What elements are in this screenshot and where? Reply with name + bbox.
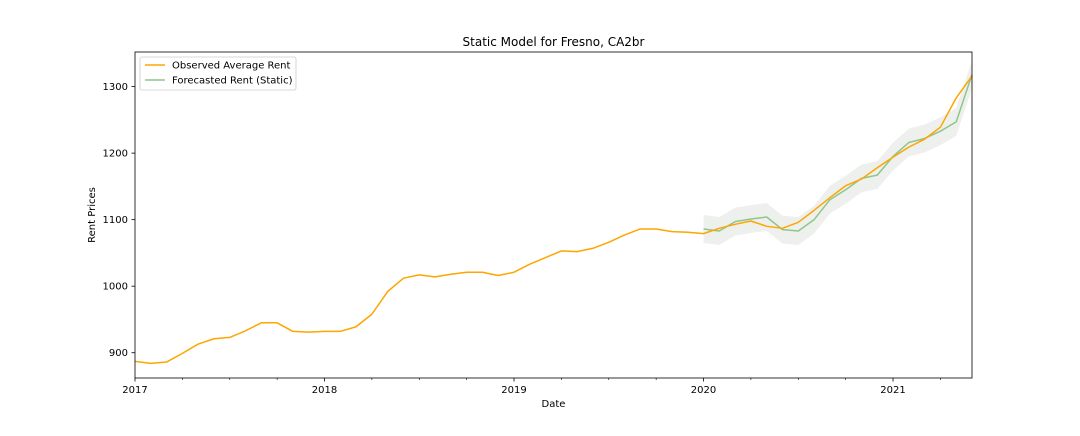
y-axis: 900 1000 1100 1200 1300 bbox=[103, 82, 135, 359]
x-tick-label: 2020 bbox=[691, 385, 716, 396]
x-tick-label: 2018 bbox=[312, 385, 337, 396]
legend-label-forecast: Forecasted Rent (Static) bbox=[172, 76, 293, 87]
y-tick-label: 1200 bbox=[103, 149, 128, 160]
y-axis-label: Rent Prices bbox=[87, 187, 98, 243]
plot-frame bbox=[134, 51, 973, 379]
y-tick-label: 900 bbox=[109, 348, 128, 359]
y-tick-label: 1300 bbox=[103, 82, 128, 93]
x-tick-label: 2019 bbox=[501, 385, 526, 396]
x-axis: 2017 2018 2019 2020 2021 bbox=[122, 378, 941, 396]
chart-title: Static Model for Fresno, CA2br bbox=[463, 35, 645, 49]
confidence-band bbox=[703, 60, 972, 245]
series-line-observed bbox=[134, 75, 973, 365]
confidence-band-layer bbox=[703, 60, 972, 245]
legend-box bbox=[139, 56, 297, 91]
y-tick-label: 1100 bbox=[103, 215, 128, 226]
x-tick-label: 2017 bbox=[122, 385, 147, 396]
legend-label-observed: Observed Average Rent bbox=[172, 61, 291, 72]
y-tick-label: 1000 bbox=[103, 282, 128, 293]
plot-area bbox=[135, 52, 972, 378]
legend: Observed Average Rent Forecasted Rent (S… bbox=[139, 56, 297, 91]
x-axis-label: Date bbox=[542, 399, 566, 410]
x-tick-label: 2021 bbox=[880, 385, 905, 396]
series-layer bbox=[134, 74, 973, 365]
